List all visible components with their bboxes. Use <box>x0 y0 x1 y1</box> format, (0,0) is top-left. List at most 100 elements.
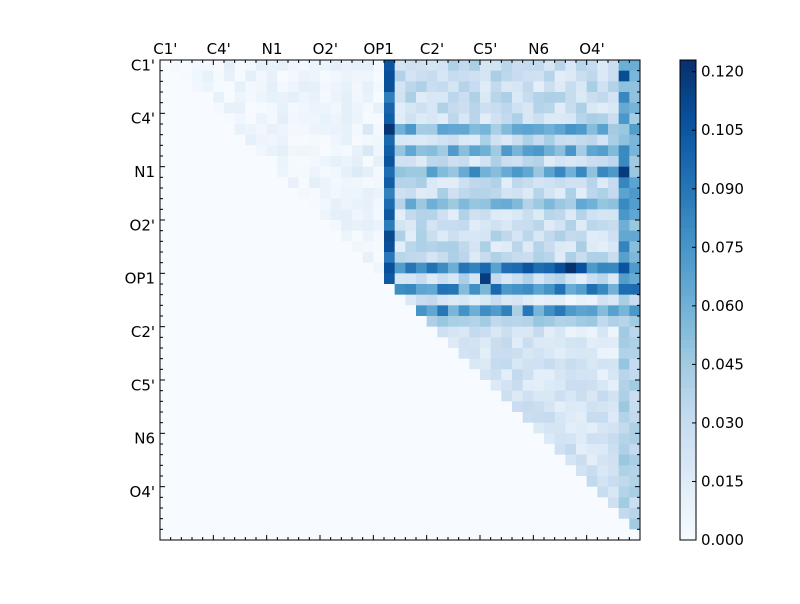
heatmap-cell <box>608 188 620 200</box>
heatmap-cell <box>330 444 342 456</box>
heatmap-cell <box>618 70 630 82</box>
colorbar-band <box>680 180 696 185</box>
colorbar-band <box>680 508 696 513</box>
heatmap-cell <box>448 156 460 168</box>
heatmap-cell <box>224 326 236 338</box>
heatmap-cell <box>512 209 524 221</box>
colorbar-band <box>680 72 696 77</box>
heatmap-cell <box>544 348 556 360</box>
heatmap-cell <box>522 454 534 466</box>
heatmap-cell <box>490 113 502 125</box>
heatmap-cell <box>608 60 620 72</box>
heatmap-cell <box>245 166 257 178</box>
heatmap-cell <box>320 305 332 317</box>
heatmap-cell <box>437 284 449 296</box>
heatmap-cell <box>330 508 342 520</box>
heatmap-cell <box>469 113 481 125</box>
heatmap-cell <box>341 177 353 189</box>
heatmap-cell <box>181 188 193 200</box>
heatmap-cell <box>586 380 598 392</box>
heatmap-cell <box>480 476 492 488</box>
heatmap-cell <box>202 369 214 381</box>
heatmap-cell <box>298 252 310 264</box>
heatmap-cell <box>202 177 214 189</box>
heatmap-cell <box>256 444 268 456</box>
heatmap-cell <box>522 113 534 125</box>
colorbar-band <box>680 264 696 269</box>
heatmap-cell <box>224 422 236 434</box>
heatmap-cell <box>245 230 257 242</box>
colorbar-band <box>680 480 696 485</box>
heatmap-cell <box>224 273 236 285</box>
heatmap-cell <box>245 273 257 285</box>
heatmap-cell <box>629 294 641 306</box>
heatmap-cell <box>234 358 246 370</box>
heatmap-cell <box>512 198 524 210</box>
heatmap-cell <box>309 102 321 114</box>
heatmap-cell <box>181 476 193 488</box>
heatmap-cell <box>245 380 257 392</box>
heatmap-cell <box>618 124 630 136</box>
heatmap-cell <box>597 230 609 242</box>
heatmap-cell <box>544 70 556 82</box>
heatmap-cell <box>469 465 481 477</box>
heatmap-cell <box>533 156 545 168</box>
heatmap-cell <box>298 412 310 424</box>
heatmap-cell <box>597 166 609 178</box>
heatmap-cell <box>277 433 289 445</box>
heatmap-cell <box>565 188 577 200</box>
heatmap-cell <box>597 369 609 381</box>
colorbar-band <box>680 452 696 457</box>
colorbar-band <box>680 112 696 117</box>
heatmap-cell <box>202 337 214 349</box>
heatmap-cell <box>277 188 289 200</box>
heatmap-cell <box>416 284 428 296</box>
heatmap-cell <box>309 390 321 402</box>
heatmap-cell <box>373 209 385 221</box>
heatmap-cell <box>586 241 598 253</box>
heatmap-cell <box>224 241 236 253</box>
heatmap-cell <box>330 476 342 488</box>
heatmap-cell <box>512 326 524 338</box>
heatmap-cell <box>629 124 641 136</box>
heatmap-cell <box>362 134 374 146</box>
colorbar-band <box>680 300 696 305</box>
heatmap-cell <box>181 497 193 509</box>
heatmap-cell <box>245 444 257 456</box>
heatmap-cell <box>245 454 257 466</box>
heatmap-cell <box>234 273 246 285</box>
heatmap-cell <box>266 316 278 328</box>
heatmap-cell <box>277 305 289 317</box>
heatmap-cell <box>160 497 172 509</box>
heatmap-cell <box>288 209 300 221</box>
heatmap-cell <box>458 390 470 402</box>
heatmap-cell <box>576 81 588 93</box>
heatmap-cell <box>224 337 236 349</box>
heatmap-cell <box>544 81 556 93</box>
heatmap-cell <box>618 380 630 392</box>
heatmap-cell <box>234 316 246 328</box>
heatmap-cell <box>352 486 364 498</box>
colorbar-band <box>680 360 696 365</box>
colorbar-band <box>680 376 696 381</box>
heatmap-cell <box>256 422 268 434</box>
heatmap-cell <box>426 390 438 402</box>
heatmap-cell <box>202 476 214 488</box>
heatmap-cell <box>608 465 620 477</box>
heatmap-cell <box>213 508 225 520</box>
heatmap-cell <box>224 348 236 360</box>
heatmap-cell <box>586 220 598 232</box>
heatmap-cell <box>437 337 449 349</box>
heatmap-cell <box>544 284 556 296</box>
heatmap-cell <box>405 230 417 242</box>
heatmap-cell <box>554 529 566 541</box>
heatmap-cell <box>309 113 321 125</box>
heatmap-cell <box>394 390 406 402</box>
heatmap-cell <box>309 81 321 93</box>
heatmap-cell <box>256 209 268 221</box>
heatmap-cell <box>256 92 268 104</box>
heatmap-cell <box>170 486 182 498</box>
heatmap-cell <box>426 422 438 434</box>
heatmap-cell <box>330 305 342 317</box>
heatmap-cell <box>554 60 566 72</box>
